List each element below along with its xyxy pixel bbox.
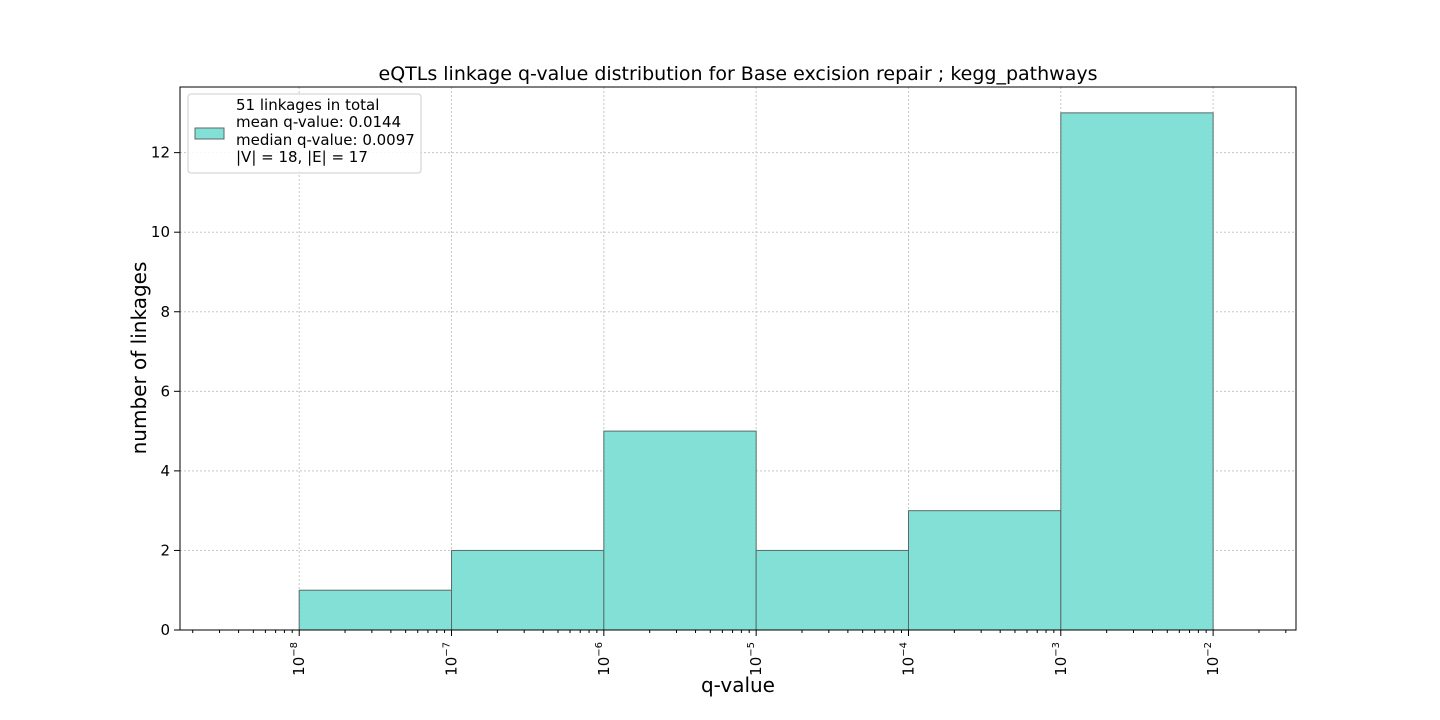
legend-box (187, 93, 422, 174)
x-axis-label: q-value (701, 673, 775, 697)
legend-line-median: median q-value: 0.0097 (236, 131, 415, 149)
x-tick-label: 10−6 (594, 642, 613, 676)
y-tick-label: 0 (160, 621, 170, 639)
y-tick-label: 8 (160, 303, 170, 321)
legend-line-graph-size: |V| = 18, |E| = 17 (236, 148, 368, 166)
legend-line-total: 51 linkages in total (236, 96, 379, 114)
ticks-layer: 10−8 10−7 10−6 10−5 10−4 10−3 10−2 0 2 4 6 8 10 12 (151, 144, 1287, 676)
y-tick-label: 4 (160, 462, 170, 480)
x-tick-label: 10−4 (898, 642, 917, 676)
histogram-bar (1060, 112, 1214, 631)
x-tick-label: 10−3 (1051, 642, 1070, 676)
histogram-bar (907, 510, 1062, 631)
y-tick-label: 6 (160, 382, 170, 400)
y-tick-label: 12 (151, 144, 170, 162)
legend: 51 linkages in total mean q-value: 0.014… (187, 93, 422, 174)
legend-line-mean: mean q-value: 0.0144 (236, 113, 401, 131)
chart-title: eQTLs linkage q-value distribution for B… (379, 63, 1098, 85)
histogram-bar (298, 589, 453, 631)
x-tick-label: 10−2 (1203, 642, 1222, 676)
y-tick-label: 10 (151, 223, 170, 241)
legend-swatch (194, 127, 225, 140)
bars-layer (298, 112, 1214, 631)
x-tick-label: 10−5 (746, 642, 765, 676)
y-tick-label: 2 (160, 541, 170, 559)
y-axis-label: number of linkages (127, 262, 151, 455)
plot-frame (179, 86, 1297, 631)
x-tick-label: 10−8 (289, 642, 308, 676)
histogram-bar (451, 549, 605, 631)
histogram-bar (603, 430, 757, 631)
histogram-bar (755, 549, 909, 631)
x-tick-label: 10−7 (442, 642, 461, 676)
